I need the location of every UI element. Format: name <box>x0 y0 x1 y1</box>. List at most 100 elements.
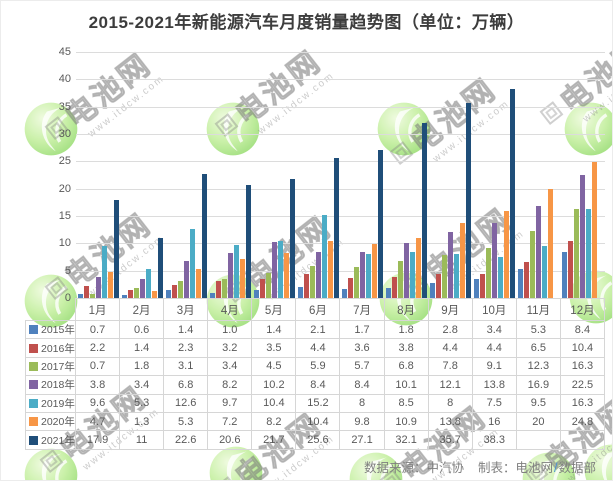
table-value-cell: 10.4 <box>252 394 297 413</box>
bar-2015年-9月 <box>430 282 436 298</box>
table-value-cell: 20.6 <box>208 431 253 450</box>
bar-2015年-6月 <box>297 286 303 298</box>
bar-2016年-11月 <box>524 262 530 298</box>
legend-color-swatch <box>29 325 38 335</box>
table-value-cell: 2.1 <box>296 321 341 340</box>
bar-2019年-9月 <box>454 254 460 298</box>
table-value-cell: 15.2 <box>296 394 341 413</box>
y-axis: 45 40 35 30 25 20 15 10 5 0 <box>37 46 71 304</box>
bar-2021年-3月 <box>201 174 207 298</box>
table-value-cell: 8 <box>428 394 473 413</box>
bar-group-10月 <box>473 52 517 298</box>
table-value-cell: 0.7 <box>76 357 121 377</box>
table-value-cell: 27.1 <box>340 431 385 450</box>
bar-group-4月 <box>208 52 252 298</box>
table-value-cell: 2.8 <box>428 321 473 340</box>
table-value-cell: 22.5 <box>560 376 605 395</box>
legend-cell-2015年: 2015年 <box>25 321 76 340</box>
bar-2020年-4月 <box>239 258 245 298</box>
month-header-cell: 5月 <box>252 298 297 321</box>
legend-label: 2015年 <box>41 324 75 337</box>
month-header-cell: 7月 <box>340 298 385 321</box>
bar-2018年-1月 <box>95 277 101 298</box>
table-value-cell: 5.3 <box>516 321 561 340</box>
table-value-cell: 3.6 <box>340 339 385 358</box>
plot-area <box>76 52 605 299</box>
bar-2019年-3月 <box>189 229 195 298</box>
month-header-cell: 9月 <box>428 298 473 321</box>
gridline <box>76 52 605 53</box>
table-value-cell: 10.9 <box>384 412 429 432</box>
table-value-cell: 3.4 <box>472 321 517 340</box>
bar-2019年-8月 <box>410 251 416 298</box>
y-axis-tick-label: 45 <box>58 46 71 58</box>
month-header-cell: 11月 <box>516 298 561 321</box>
table-value-cell: 3.4 <box>208 357 253 377</box>
bar-2015年-8月 <box>386 288 392 298</box>
legend-label: 2019年 <box>41 397 75 410</box>
table-value-cell: 8 <box>340 394 385 413</box>
month-header-cell: 6月 <box>296 298 341 321</box>
bar-2019年-2月 <box>145 269 151 298</box>
bar-2019年-1月 <box>101 245 107 298</box>
legend-color-swatch <box>29 380 38 390</box>
source-label: 数据来源：中汽协 <box>363 461 464 475</box>
table-value-cell: 8.5 <box>384 394 429 413</box>
bar-2016年-9月 <box>436 273 442 298</box>
bar-2016年-10月 <box>480 273 486 298</box>
gridline <box>76 161 605 163</box>
bar-2020年-6月 <box>327 241 333 298</box>
month-header-cell: 10月 <box>472 298 517 321</box>
bar-group-6月 <box>296 52 340 298</box>
table-value-cell: 5.7 <box>340 357 385 377</box>
table-value-cell: 9.5 <box>516 394 561 413</box>
gridline <box>76 134 605 135</box>
table-value-cell: 0.6 <box>120 321 165 340</box>
table-value-cell: 7.8 <box>428 357 473 377</box>
table-value-cell: 1.8 <box>120 357 165 377</box>
bar-2018年-12月 <box>580 175 586 298</box>
bar-2019年-5月 <box>277 241 283 298</box>
table-value-cell: 1.4 <box>120 339 165 358</box>
table-value-cell: 16.9 <box>516 376 561 395</box>
table-value-cell: 9.1 <box>472 357 517 377</box>
bar-2017年-11月 <box>530 230 536 298</box>
bar-2017年-5月 <box>265 273 271 298</box>
bar-2016年-4月 <box>215 280 221 298</box>
y-axis-tick-label: 40 <box>58 73 71 86</box>
bar-2018年-11月 <box>536 205 542 298</box>
bar-2018年-6月 <box>315 252 321 298</box>
table-value-cell: 1.8 <box>384 321 429 340</box>
bar-2019年-11月 <box>542 246 548 298</box>
table-value-cell: 9.8 <box>340 412 385 432</box>
gridline <box>76 270 605 272</box>
month-header-cell: 1月 <box>76 298 121 321</box>
bar-2018年-10月 <box>492 222 498 298</box>
table-value-cell: 1.4 <box>252 321 297 340</box>
table-value-cell: 21.7 <box>252 431 297 450</box>
bar-2021年-2月 <box>157 237 163 298</box>
y-axis-tick-label: 30 <box>58 128 71 140</box>
bar-2018年-7月 <box>360 252 365 298</box>
bar-2019年-6月 <box>321 214 327 298</box>
legend-cell-2019年: 2019年 <box>25 394 76 413</box>
bar-group-12月 <box>561 52 605 298</box>
bar-2017年-8月 <box>398 260 404 298</box>
table-value-cell: 13.8 <box>428 412 473 432</box>
table-value-cell: 17.9 <box>76 431 121 450</box>
bar-2020年-5月 <box>283 253 289 298</box>
bar-2017年-9月 <box>442 255 448 298</box>
bar-2017年-6月 <box>309 265 315 298</box>
gridline <box>76 188 605 190</box>
month-header-cell: 3月 <box>164 298 209 321</box>
legend-label: 2016年 <box>41 342 75 355</box>
legend-color-swatch <box>29 398 38 408</box>
legend-cell-2020年: 2020年 <box>25 412 76 432</box>
table-value-cell: 35.7 <box>428 431 473 450</box>
bar-2018年-4月 <box>227 253 233 298</box>
bar-2017年-1月 <box>89 294 95 298</box>
table-value-cell: 22.6 <box>164 431 209 450</box>
table-value-cell: 4.7 <box>76 412 121 432</box>
month-header-cell: 8月 <box>384 298 429 321</box>
bar-group-5月 <box>252 52 296 298</box>
